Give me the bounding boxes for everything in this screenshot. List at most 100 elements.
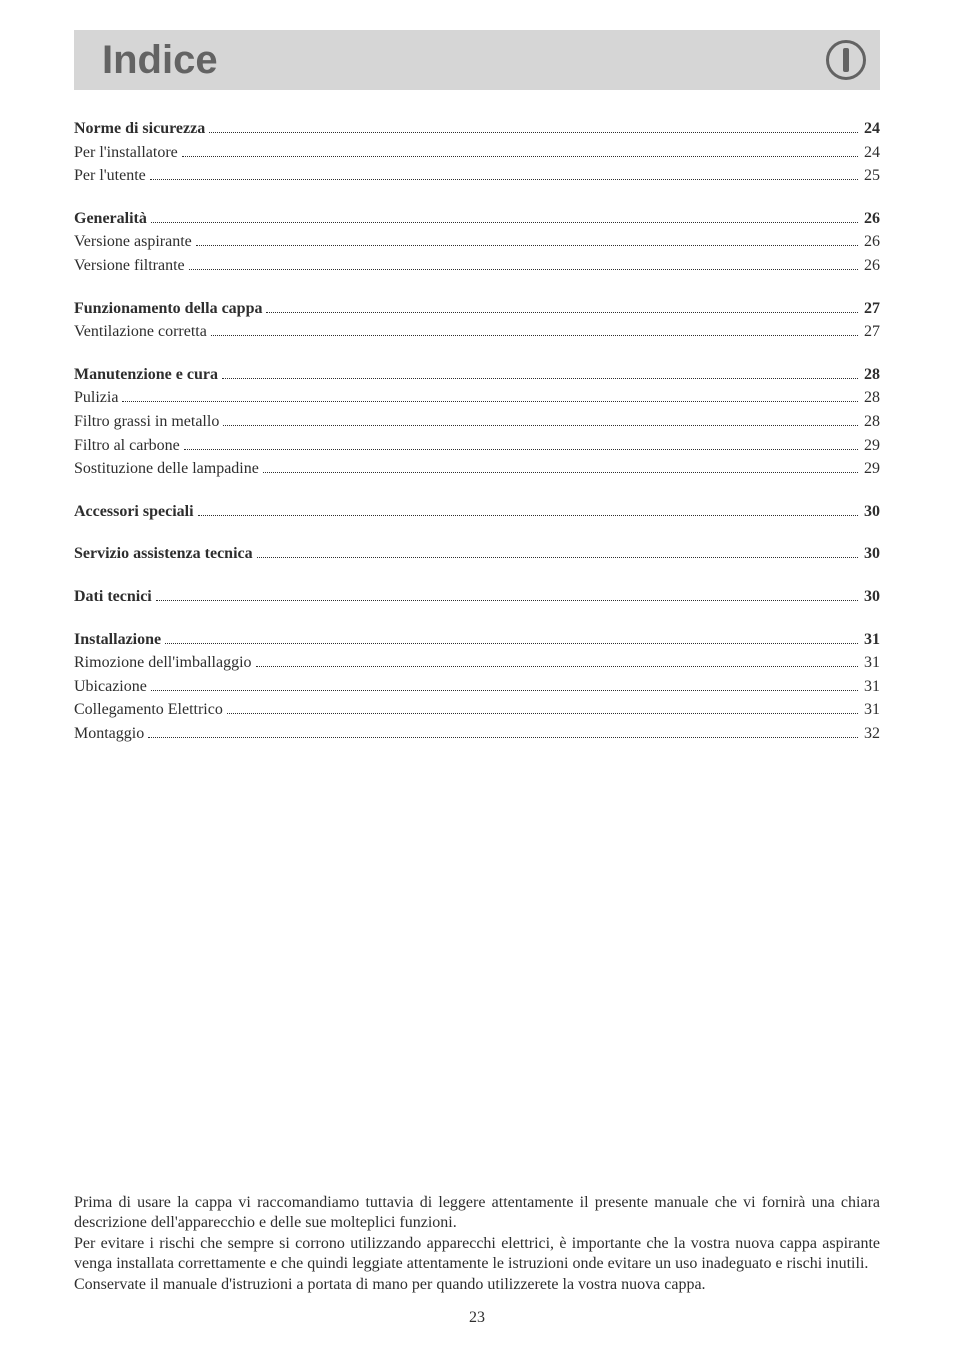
toc-leader (223, 409, 858, 426)
toc-section-row: Norme di sicurezza 24 (74, 116, 880, 140)
toc-label: Installazione (74, 629, 161, 651)
intro-paragraph: Prima di usare la cappa vi raccomandiamo… (74, 1193, 880, 1234)
toc-page-number: 27 (864, 321, 880, 343)
toc-item-row: Collegamento Elettrico 31 (74, 697, 880, 721)
toc-label: Norme di sicurezza (74, 118, 205, 140)
toc-leader (151, 674, 858, 691)
title-bar: Indice (74, 30, 880, 90)
toc-label: Funzionamento della cappa (74, 298, 262, 320)
intro-paragraphs: Prima di usare la cappa vi raccomandiamo… (74, 1193, 880, 1295)
toc-page-number: 31 (864, 699, 880, 721)
toc-leader (196, 229, 858, 246)
toc-leader (182, 140, 858, 157)
toc-leader (209, 116, 858, 133)
toc-label: Ubicazione (74, 676, 147, 698)
toc-item-row: Ventilazione corretta 27 (74, 319, 880, 343)
toc-gap (74, 343, 880, 362)
language-badge (826, 40, 866, 80)
toc-label: Ventilazione corretta (74, 321, 207, 343)
toc-leader (256, 650, 858, 667)
toc-leader (198, 499, 858, 516)
toc-leader (222, 362, 858, 379)
toc-leader (165, 627, 858, 644)
table-of-contents: Norme di sicurezza 24Per l'installatore … (74, 116, 880, 744)
toc-page-number: 28 (864, 387, 880, 409)
toc-section-row: Dati tecnici 30 (74, 584, 880, 608)
badge-circle (826, 40, 866, 80)
toc-label: Versione filtrante (74, 255, 185, 277)
toc-item-row: Versione aspirante 26 (74, 229, 880, 253)
toc-item-row: Filtro al carbone 29 (74, 433, 880, 457)
toc-item-row: Pulizia 28 (74, 385, 880, 409)
toc-label: Dati tecnici (74, 586, 152, 608)
toc-label: Filtro grassi in metallo (74, 411, 219, 433)
toc-item-row: Per l'utente 25 (74, 163, 880, 187)
toc-page-number: 30 (864, 543, 880, 565)
toc-label: Filtro al carbone (74, 435, 180, 457)
toc-label: Per l'utente (74, 165, 146, 187)
toc-leader (189, 253, 858, 270)
toc-leader (211, 319, 858, 336)
toc-page-number: 25 (864, 165, 880, 187)
toc-label: Collegamento Elettrico (74, 699, 223, 721)
toc-item-row: Rimozione dell'imballaggio 31 (74, 650, 880, 674)
toc-gap (74, 522, 880, 541)
page-title: Indice (102, 38, 218, 83)
toc-leader (148, 721, 858, 738)
toc-page-number: 31 (864, 652, 880, 674)
toc-label: Versione aspirante (74, 231, 192, 253)
toc-leader (156, 584, 858, 601)
toc-page-number: 26 (864, 231, 880, 253)
toc-item-row: Filtro grassi in metallo 28 (74, 409, 880, 433)
toc-label: Accessori speciali (74, 501, 194, 523)
toc-label: Rimozione dell'imballaggio (74, 652, 252, 674)
toc-section-row: Funzionamento della cappa 27 (74, 296, 880, 320)
toc-page-number: 31 (864, 629, 880, 651)
intro-paragraph: Per evitare i rischi che sempre si corro… (74, 1234, 880, 1275)
toc-page-number: 26 (864, 208, 880, 230)
toc-item-row: Per l'installatore 24 (74, 140, 880, 164)
toc-gap (74, 608, 880, 627)
page-container: Indice Norme di sicurezza 24Per l'instal… (0, 0, 954, 1351)
toc-page-number: 24 (864, 142, 880, 164)
toc-leader (184, 433, 858, 450)
toc-label: Sostituzione delle lampadine (74, 458, 259, 480)
page-number: 23 (0, 1309, 954, 1327)
toc-leader (150, 163, 858, 180)
toc-page-number: 29 (864, 458, 880, 480)
toc-label: Montaggio (74, 723, 144, 745)
toc-label: Per l'installatore (74, 142, 178, 164)
toc-page-number: 24 (864, 118, 880, 140)
toc-page-number: 27 (864, 298, 880, 320)
toc-item-row: Montaggio 32 (74, 721, 880, 745)
toc-label: Pulizia (74, 387, 118, 409)
toc-label: Generalità (74, 208, 147, 230)
toc-leader (151, 206, 858, 223)
toc-page-number: 28 (864, 364, 880, 386)
toc-page-number: 32 (864, 723, 880, 745)
toc-gap (74, 277, 880, 296)
toc-leader (227, 697, 858, 714)
toc-leader (257, 541, 858, 558)
toc-section-row: Manutenzione e cura 28 (74, 362, 880, 386)
toc-leader (266, 296, 858, 313)
toc-item-row: Versione filtrante 26 (74, 253, 880, 277)
toc-page-number: 30 (864, 501, 880, 523)
toc-section-row: Installazione 31 (74, 627, 880, 651)
toc-gap (74, 565, 880, 584)
toc-leader (122, 385, 858, 402)
toc-item-row: Ubicazione 31 (74, 674, 880, 698)
toc-leader (263, 456, 858, 473)
toc-item-row: Sostituzione delle lampadine 29 (74, 456, 880, 480)
toc-section-row: Accessori speciali 30 (74, 499, 880, 523)
toc-page-number: 30 (864, 586, 880, 608)
toc-label: Manutenzione e cura (74, 364, 218, 386)
toc-page-number: 28 (864, 411, 880, 433)
toc-page-number: 31 (864, 676, 880, 698)
toc-gap (74, 480, 880, 499)
toc-page-number: 26 (864, 255, 880, 277)
toc-section-row: Servizio assistenza tecnica 30 (74, 541, 880, 565)
toc-section-row: Generalità 26 (74, 206, 880, 230)
toc-page-number: 29 (864, 435, 880, 457)
toc-label: Servizio assistenza tecnica (74, 543, 253, 565)
